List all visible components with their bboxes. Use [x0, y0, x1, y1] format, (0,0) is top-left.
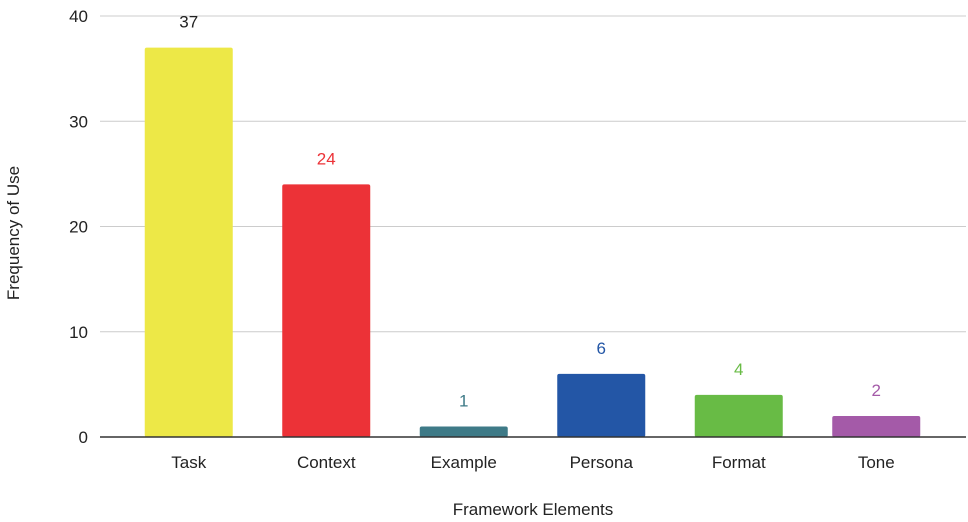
x-tick-label-context: Context: [297, 453, 356, 472]
bar-persona: [557, 373, 646, 437]
y-tick-label-10: 10: [69, 323, 88, 342]
x-axis-title: Framework Elements: [453, 500, 614, 519]
y-tick-label-40: 40: [69, 7, 88, 26]
x-tick-label-task: Task: [171, 453, 206, 472]
bar-task: [144, 47, 233, 437]
data-label-task: 37: [179, 13, 198, 32]
y-tick-label-0: 0: [79, 428, 88, 447]
gridlines: [100, 15, 966, 333]
y-axis-title: Frequency of Use: [4, 166, 23, 300]
x-tick-label-tone: Tone: [858, 453, 895, 472]
y-axis-tick-labels: 0 10 20 30 40: [69, 7, 88, 447]
data-label-persona: 6: [597, 339, 606, 358]
x-axis-tick-labels: Task Context Example Persona Format Tone: [171, 453, 894, 472]
bar-context: [282, 184, 371, 437]
data-label-context: 24: [317, 149, 336, 168]
data-label-format: 4: [734, 360, 743, 379]
x-tick-label-example: Example: [431, 453, 497, 472]
x-tick-label-format: Format: [712, 453, 766, 472]
x-tick-label-persona: Persona: [570, 453, 634, 472]
bar-format: [694, 394, 783, 437]
data-labels: 37 24 1 6 4 2: [179, 13, 881, 411]
y-tick-label-20: 20: [69, 218, 88, 237]
y-tick-label-30: 30: [69, 112, 88, 131]
bar-tone: [832, 415, 921, 437]
bar-example: [419, 426, 508, 437]
data-label-example: 1: [459, 391, 468, 410]
bars: [144, 47, 921, 437]
data-label-tone: 2: [872, 381, 881, 400]
